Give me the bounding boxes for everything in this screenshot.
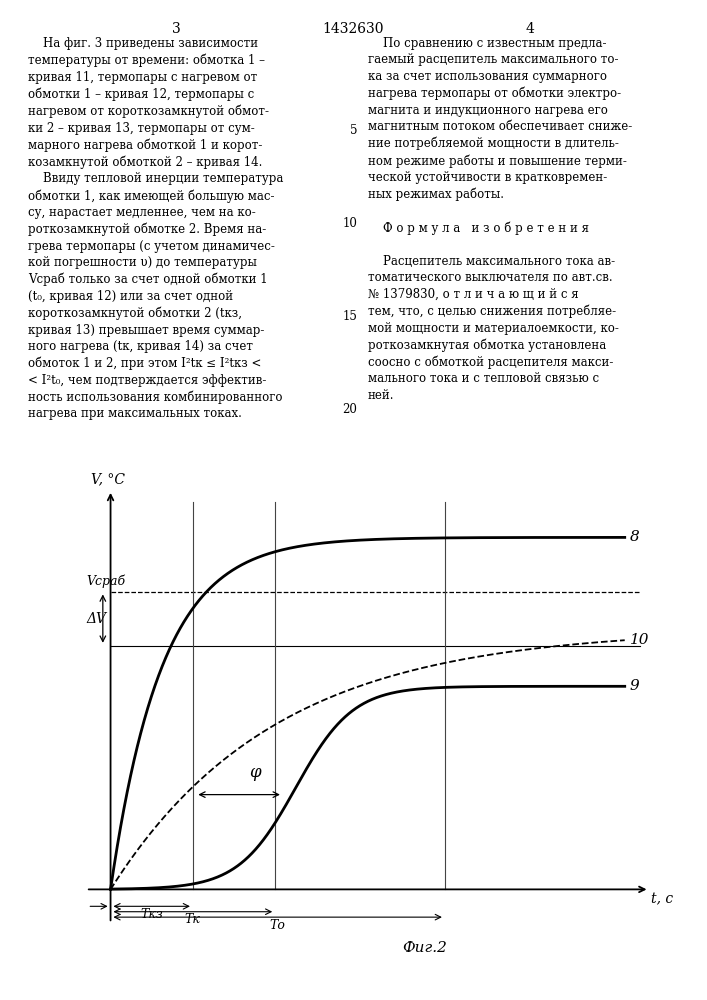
Text: t, c: t, c <box>651 893 674 907</box>
Text: 20: 20 <box>342 403 357 416</box>
Text: ΔV: ΔV <box>86 612 106 626</box>
Text: По сравнению с известным предла-
гаемый расцепитель максимального то-
ка за счет: По сравнению с известным предла- гаемый … <box>368 37 632 402</box>
Text: 3: 3 <box>173 22 181 36</box>
Text: Tо: Tо <box>270 919 286 932</box>
Text: Tк: Tк <box>185 913 201 926</box>
Text: V, °C: V, °C <box>91 472 125 486</box>
Text: На фиг. 3 приведены зависимости
температуры от времени: обмотка 1 –
кривая 11, т: На фиг. 3 приведены зависимости температ… <box>28 37 284 420</box>
Text: Vсраб: Vсраб <box>86 575 125 588</box>
Text: 9: 9 <box>630 679 640 693</box>
Text: φ: φ <box>249 764 260 781</box>
Text: 10: 10 <box>630 633 649 647</box>
Text: 15: 15 <box>342 310 357 323</box>
Text: 10: 10 <box>342 217 357 230</box>
Text: Фиг.2: Фиг.2 <box>402 941 447 955</box>
Text: 4: 4 <box>526 22 534 36</box>
Text: 5: 5 <box>349 124 357 137</box>
Text: 8: 8 <box>630 530 640 544</box>
Text: Tкз: Tкз <box>140 908 163 921</box>
Text: 1432630: 1432630 <box>323 22 384 36</box>
